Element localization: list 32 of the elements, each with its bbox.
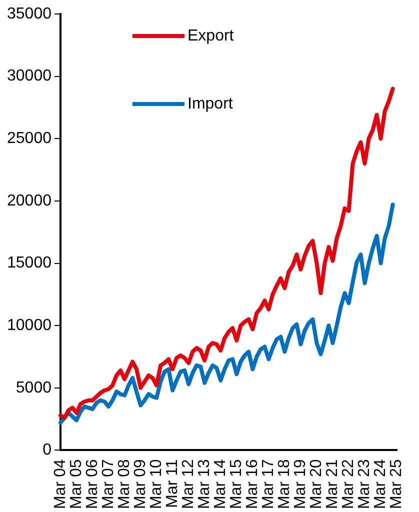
legend-label: Import [187,95,234,112]
x-tick-label: Mar 14 [212,459,230,509]
x-tick-label: Mar 06 [84,459,101,509]
y-tick-label: 15000 [6,254,52,272]
x-tick-label: Mar 11 [164,459,181,508]
legend-label: Export [187,27,234,44]
x-tick-label: Mar 10 [148,459,165,509]
x-tick-label: Mar 07 [100,459,117,509]
x-tick-label: Mar 08 [116,459,133,509]
x-tick-label: Mar 04 [52,459,69,509]
x-tick-label: Mar 22 [340,459,358,509]
y-tick-label: 30000 [6,68,52,85]
x-tick-label: Mar 20 [308,459,326,509]
y-tick-label: 5000 [16,379,52,396]
y-tick-label: 20000 [6,192,52,210]
x-tick-label: Mar 18 [276,459,294,509]
x-tick-label: Mar 24 [372,459,390,509]
x-tick-label: Mar 09 [132,459,149,509]
x-tick-label: Mar 21 [324,459,342,509]
y-tick-label: 0 [42,442,52,459]
x-tick-label: Mar 12 [180,459,198,509]
x-tick-label: Mar 16 [244,459,262,509]
x-tick-label: Mar 23 [356,459,374,509]
x-tick-label: Mar 15 [228,459,246,509]
y-tick-label: 35000 [6,5,52,22]
x-tick-label: Mar 25 [388,459,406,509]
x-tick-label: Mar 13 [196,459,214,509]
y-tick-label: 25000 [6,130,52,148]
y-tick-label: 10000 [6,316,52,334]
x-tick-label: Mar 19 [292,459,310,509]
x-tick-label: Mar 17 [260,459,278,509]
x-tick-label: Mar 05 [68,459,85,509]
